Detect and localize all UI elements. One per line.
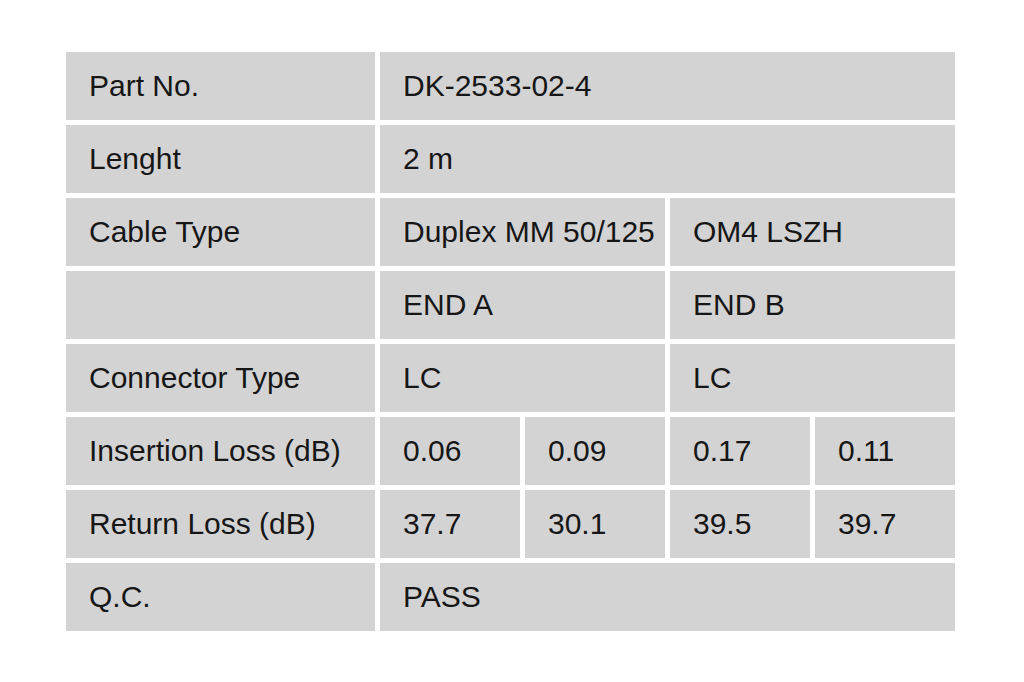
cell-connector-end-b: LC [670, 344, 955, 412]
row-label-connector-type: Connector Type [66, 344, 375, 412]
cell-insertion-loss-b2: 0.11 [815, 417, 955, 485]
cell-insertion-loss-a1: 0.06 [380, 417, 520, 485]
cell-end-b-header: END B [670, 271, 955, 339]
table-row-connector-type: Connector Type LC LC [66, 344, 955, 412]
cell-qc-result: PASS [380, 563, 955, 631]
cell-return-loss-b2: 39.7 [815, 490, 955, 558]
cell-end-a-header: END A [380, 271, 665, 339]
table-row-qc: Q.C. PASS [66, 563, 955, 631]
row-label-empty [66, 271, 375, 339]
cell-return-loss-a2: 30.1 [525, 490, 665, 558]
cell-insertion-loss-b1: 0.17 [670, 417, 810, 485]
table-row-cable-type: Cable Type Duplex MM 50/125 OM4 LSZH [66, 198, 955, 266]
table-row-return-loss: Return Loss (dB) 37.7 30.1 39.5 39.7 [66, 490, 955, 558]
cell-return-loss-a1: 37.7 [380, 490, 520, 558]
row-label-insertion-loss: Insertion Loss (dB) [66, 417, 375, 485]
row-label-part-no: Part No. [66, 52, 375, 120]
row-label-length: Lenght [66, 125, 375, 193]
cell-cable-type-2: OM4 LSZH [670, 198, 955, 266]
cell-length-value: 2 m [380, 125, 955, 193]
row-label-qc: Q.C. [66, 563, 375, 631]
cable-spec-table: Part No. DK-2533-02-4 Lenght 2 m Cable T… [61, 47, 960, 636]
table-row-insertion-loss: Insertion Loss (dB) 0.06 0.09 0.17 0.11 [66, 417, 955, 485]
cell-connector-end-a: LC [380, 344, 665, 412]
table-row-part-no: Part No. DK-2533-02-4 [66, 52, 955, 120]
row-label-return-loss: Return Loss (dB) [66, 490, 375, 558]
table-row-length: Lenght 2 m [66, 125, 955, 193]
cell-part-no-value: DK-2533-02-4 [380, 52, 955, 120]
cell-return-loss-b1: 39.5 [670, 490, 810, 558]
table-row-ends: END A END B [66, 271, 955, 339]
row-label-cable-type: Cable Type [66, 198, 375, 266]
cell-cable-type-1: Duplex MM 50/125 [380, 198, 665, 266]
cell-insertion-loss-a2: 0.09 [525, 417, 665, 485]
